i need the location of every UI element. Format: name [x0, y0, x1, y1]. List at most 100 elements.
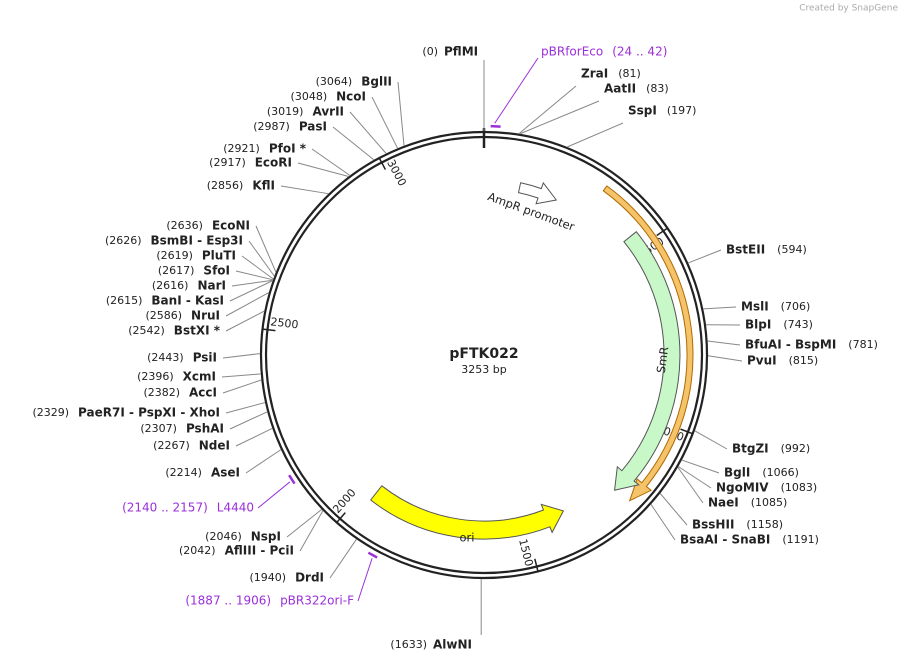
primer-range: (24 .. 42) — [612, 45, 667, 59]
site-position: (2542) — [128, 324, 165, 337]
feature-label: ori — [460, 531, 475, 545]
ring-tick — [656, 226, 669, 237]
site-name: ZraI — [581, 67, 608, 81]
site-position: (3019) — [267, 105, 304, 118]
site-name: NspI — [251, 530, 281, 544]
site-name: AvrII — [312, 105, 344, 119]
site-position: (2329) — [32, 406, 69, 419]
site-name: PfoI * — [269, 142, 307, 156]
site-position: (2042) — [179, 544, 216, 557]
ring-tick — [680, 428, 694, 435]
site-name: BfuAI - BspMI — [745, 338, 836, 352]
primer-leader — [257, 481, 291, 509]
site-name: BssHII — [692, 518, 734, 532]
primer-name: pBR322ori-F — [280, 594, 354, 608]
site-leader — [231, 279, 273, 287]
site-name: BsmBI - Esp3I — [151, 234, 243, 248]
site-position: (2307) — [140, 422, 177, 435]
site-leader — [222, 353, 261, 359]
site-name: NaeI — [708, 496, 739, 510]
plasmid-name: pFTK022 — [449, 346, 518, 362]
ring-label: 3000 — [384, 157, 409, 188]
site-leader — [650, 504, 676, 541]
site-leader — [241, 255, 274, 280]
site-leader — [235, 427, 273, 447]
site-leader — [349, 111, 387, 154]
ring-label: 2500 — [270, 315, 299, 331]
site-leader — [255, 225, 277, 273]
site-name: BglI — [724, 466, 750, 480]
site-position: (1940) — [249, 571, 286, 584]
site-name: BlpI — [745, 318, 771, 332]
site-name: SspI — [628, 104, 657, 118]
ring-label: 2000 — [330, 486, 358, 516]
site-leader — [225, 292, 270, 317]
site-position: (3064) — [316, 75, 353, 88]
site-position: (2917) — [209, 156, 246, 169]
feature-label: SmR — [654, 346, 672, 374]
site-position: (2267) — [153, 439, 190, 452]
site-name: EcoRI — [255, 156, 292, 170]
site-leader — [225, 402, 266, 414]
site-leader — [332, 126, 375, 161]
smr-outline — [602, 185, 694, 502]
site-position: (1066) — [762, 466, 799, 479]
site-leader — [703, 306, 737, 310]
site-name: AccI — [189, 386, 217, 400]
site-name: BglII — [361, 75, 392, 89]
site-leader — [297, 162, 349, 178]
site-position: (2046) — [205, 530, 242, 543]
site-leader — [566, 122, 624, 148]
site-name: AflIII - PciI — [225, 544, 294, 558]
site-position: (743) — [783, 318, 813, 331]
credit: Created by SnapGene — [799, 4, 898, 14]
site-name: PaeR7I - PspXI - XhoI — [78, 406, 220, 420]
site-leader — [221, 373, 261, 378]
site-position: (1083) — [781, 481, 818, 494]
site-name: SfoI — [203, 264, 230, 278]
site-name: NgoMIV — [716, 481, 769, 495]
site-name: BanI - KasI — [151, 294, 224, 308]
site-name: BtgZI — [732, 442, 769, 456]
primer-leader — [357, 558, 373, 602]
site-leader — [222, 379, 262, 394]
site-position: (1085) — [751, 496, 788, 509]
ampr-promoter — [517, 181, 558, 205]
site-leader — [329, 538, 357, 579]
site-position: (1158) — [746, 518, 783, 531]
site-leader — [518, 85, 577, 135]
site-name: PasI — [299, 120, 327, 134]
site-position: (815) — [789, 354, 819, 367]
site-leader — [299, 510, 324, 552]
site-name: BstEII — [726, 243, 765, 257]
site-leader — [707, 340, 741, 346]
site-leader — [371, 96, 399, 149]
site-leader — [248, 240, 275, 277]
primer-mark — [367, 551, 378, 559]
site-leader — [235, 270, 274, 281]
site-position: (2626) — [105, 234, 142, 247]
ring-tick — [335, 512, 346, 524]
site-position: (2214) — [165, 466, 202, 479]
site-leader — [229, 411, 268, 430]
primer-name: pBRforEco — [541, 45, 603, 59]
site-position: (781) — [848, 338, 878, 351]
site-name: DrdI — [295, 571, 324, 585]
site-name: XcmI — [183, 370, 216, 384]
site-name: AlwNI — [433, 638, 472, 652]
site-name: AseI — [211, 466, 240, 480]
site-leader — [694, 430, 728, 450]
plasmid-length: 3253 bp — [461, 363, 506, 376]
site-leader — [286, 509, 323, 538]
site-position: (197) — [667, 104, 697, 117]
site-position: (706) — [781, 300, 811, 313]
primer-mark — [288, 474, 296, 485]
site-leader — [681, 459, 720, 474]
site-name: PshAI — [186, 422, 224, 436]
ring-tick — [261, 328, 276, 332]
site-position: (0) — [422, 45, 438, 58]
site-position: (2619) — [156, 249, 193, 262]
site-leader — [311, 148, 351, 176]
site-position: (2856) — [207, 179, 244, 192]
site-name: AatII — [604, 82, 636, 96]
